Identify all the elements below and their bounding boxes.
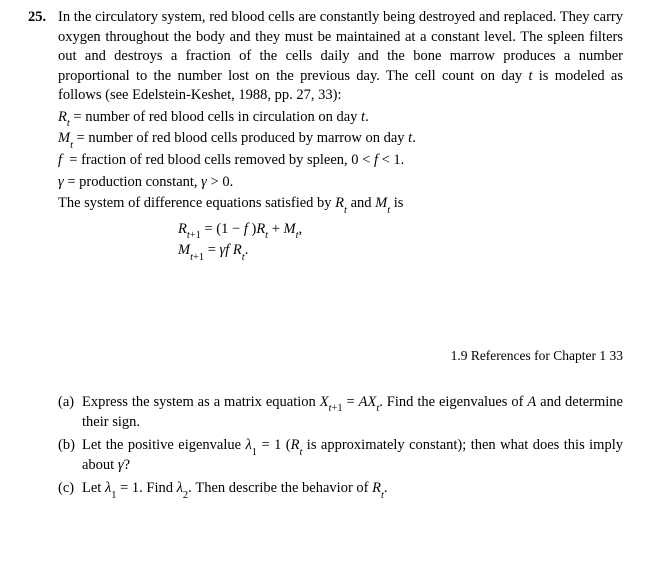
page-break-spacer	[58, 267, 623, 347]
system-lead: The system of difference equations satis…	[58, 194, 623, 214]
problem-number: 25.	[28, 8, 58, 503]
equation-m: Mt+1 = γf Rt.	[178, 241, 623, 261]
part-c: (c) Let λ1 = 1. Find λ2. Then describe t…	[58, 479, 623, 499]
def-f: f = fraction of red blood cells removed …	[58, 151, 623, 171]
problem-25: 25. In the circulatory system, red blood…	[28, 8, 623, 503]
problem-body: In the circulatory system, red blood cel…	[58, 8, 623, 503]
part-b-label: (b)	[58, 436, 82, 475]
part-b-text: Let the positive eigenvalue λ1 = 1 (Rt i…	[82, 436, 623, 475]
intro-text: In the circulatory system, red blood cel…	[58, 9, 623, 103]
part-a-label: (a)	[58, 393, 82, 432]
part-a-text: Express the system as a matrix equation …	[82, 393, 623, 432]
part-b: (b) Let the positive eigenvalue λ1 = 1 (…	[58, 436, 623, 475]
part-a: (a) Express the system as a matrix equat…	[58, 393, 623, 432]
subparts: (a) Express the system as a matrix equat…	[58, 393, 623, 499]
intro-paragraph: In the circulatory system, red blood cel…	[58, 8, 623, 106]
part-c-text: Let λ1 = 1. Find λ2. Then describe the b…	[82, 479, 623, 499]
def-gamma: γ = production constant, γ > 0.	[58, 173, 623, 193]
page: 25. In the circulatory system, red blood…	[0, 0, 651, 523]
def-m: Mt = number of red blood cells produced …	[58, 129, 623, 149]
def-r: Rt = number of red blood cells in circul…	[58, 108, 623, 128]
equation-r: Rt+1 = (1 − f )Rt + Mt,	[178, 220, 623, 240]
running-head: 1.9 References for Chapter 1 33	[58, 347, 623, 365]
equation-block: Rt+1 = (1 − f )Rt + Mt, Mt+1 = γf Rt.	[178, 220, 623, 261]
part-c-label: (c)	[58, 479, 82, 499]
